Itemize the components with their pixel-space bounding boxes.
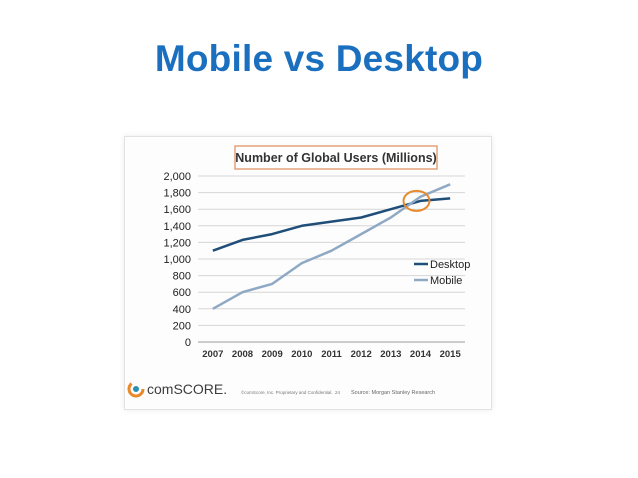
x-tick-label: 2008 [232,349,253,360]
y-tick-label: 2,000 [163,171,191,183]
x-tick-label: 2012 [351,349,372,360]
x-tick-label: 2015 [440,349,462,360]
y-tick-label: 400 [173,304,191,316]
legend: Desktop Mobile [414,259,470,287]
chart-frame: Number of Global Users (Millions) 0 200 40… [124,136,492,410]
y-tick-label: 600 [173,287,191,299]
x-tick-label: 2007 [202,349,223,360]
x-tick-label: 2011 [321,349,342,360]
footer-source: Source: Morgan Stanley Research [351,390,435,396]
series-line-mobile [212,183,451,310]
gridlines [198,175,465,343]
y-tick-label: 1,400 [163,221,191,233]
chart-title-box [234,145,438,170]
x-tick-label: 2013 [380,349,401,360]
annotation [402,189,431,212]
y-tick-label: 1,200 [163,237,191,249]
legend-label: Mobile [430,275,462,287]
logo-text: comSCORE. [147,381,227,397]
series-lines [212,183,451,310]
logo-mark-inner-icon [133,386,139,392]
slide-title: Mobile vs Desktop [154,38,484,79]
x-tick-label: 2014 [410,349,432,360]
y-tick-label: 1,000 [163,254,191,266]
y-tick-label: 0 [185,337,191,349]
crossover-circle [402,189,431,212]
y-axis-ticks: 0 200 400 600 800 1,000 1,200 1,400 1,600 1,800 2,… [163,171,191,349]
footer-page-number: 24 [335,390,341,395]
line-chart: Number of Global Users (Millions) 0 200 40… [127,145,470,398]
x-tick-label: 2009 [262,349,283,360]
y-tick-label: 1,600 [163,204,191,216]
y-tick-label: 200 [173,320,191,332]
chart-title: Number of Global Users (Millions) [235,151,436,165]
footer-copyright: ©comScore, Inc. Proprietary and Confiden… [241,389,333,395]
logo-mark-icon [127,380,145,398]
y-tick-label: 800 [173,271,191,283]
x-tick-label: 2010 [291,349,312,360]
legend-label: Desktop [430,259,470,271]
comscore-logo: comSCORE. [127,380,227,398]
y-tick-label: 1,800 [163,188,191,200]
x-axis-ticks: 2007 2008 2009 2010 2011 2012 2013 2014 2015 [202,349,461,360]
